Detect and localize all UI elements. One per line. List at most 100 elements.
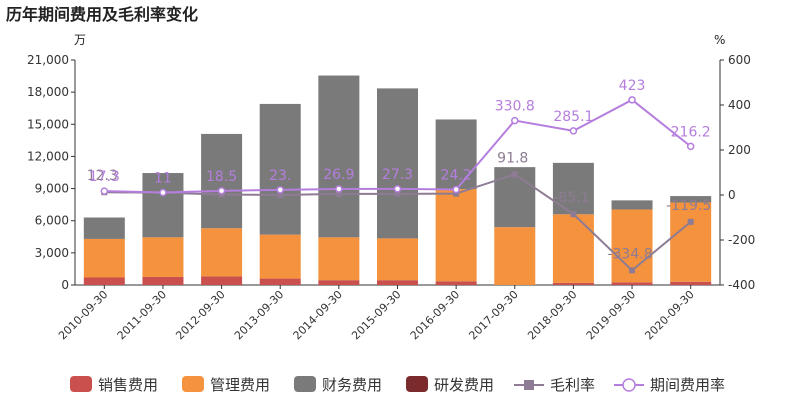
left-axis-unit: 万 — [74, 33, 86, 47]
bar-财务费用 — [552, 162, 594, 215]
right-axis-unit: % — [714, 33, 725, 47]
bar-管理费用 — [318, 237, 360, 281]
point-期间费用率 — [686, 142, 695, 151]
point-期间费用率 — [100, 187, 109, 195]
bar-销售费用 — [142, 276, 184, 285]
legend-swatch-研发费用 — [406, 376, 428, 392]
label-毛利率: -334.8 — [607, 246, 652, 262]
x-tick-label: 2012-09-30 — [173, 288, 227, 342]
x-tick-label: 2013-09-30 — [232, 288, 286, 342]
bar-管理费用 — [435, 189, 477, 282]
right-tick-label: 0 — [728, 188, 736, 202]
left-tick-label: 21,000 — [27, 53, 69, 67]
right-tick-label: -400 — [728, 278, 755, 292]
point-期间费用率 — [159, 188, 167, 197]
bar-销售费用 — [611, 282, 653, 285]
legend-swatch-销售费用 — [70, 376, 92, 392]
bar-管理费用 — [259, 234, 301, 279]
label-毛利率: 12.3 — [87, 168, 118, 184]
bar-管理费用 — [142, 237, 184, 277]
label-期间费用率: 17.3 — [89, 169, 120, 185]
legend-swatch-财务费用 — [294, 376, 316, 392]
legend-label-毛利率: 毛利率 — [550, 376, 595, 394]
point-毛利率 — [335, 190, 342, 197]
bar-财务费用 — [83, 217, 125, 239]
x-tick-label: 2014-09-30 — [291, 288, 345, 342]
bar-销售费用 — [552, 282, 594, 285]
bar-销售费用 — [201, 276, 243, 285]
label-期间费用率: 11 — [154, 171, 172, 187]
x-tick-label: 2018-09-30 — [525, 288, 579, 342]
label-期间费用率: 216.2 — [671, 124, 711, 140]
legend-label-管理费用: 管理费用 — [210, 376, 270, 394]
bar-管理费用 — [494, 227, 536, 285]
bar-销售费用 — [670, 281, 712, 285]
point-期间费用率 — [511, 116, 519, 125]
point-期间费用率 — [569, 127, 578, 135]
x-tick-label: 2020-09-30 — [642, 288, 696, 342]
point-毛利率 — [687, 218, 694, 225]
point-毛利率 — [511, 171, 518, 178]
label-期间费用率: 23. — [269, 168, 291, 184]
x-tick-label: 2011-09-30 — [115, 288, 169, 342]
bar-财务费用 — [318, 75, 360, 238]
point-期间费用率 — [217, 187, 226, 195]
right-tick-label: 600 — [728, 53, 751, 67]
label-毛利率: -119.5 — [666, 198, 711, 214]
point-期间费用率 — [628, 96, 636, 104]
bar-销售费用 — [377, 280, 418, 285]
x-tick-label: 2019-09-30 — [584, 288, 638, 342]
legend-label-销售费用: 销售费用 — [98, 376, 158, 394]
legend-label-期间费用率: 期间费用率 — [650, 376, 725, 394]
bar-销售费用 — [318, 280, 360, 285]
bar-财务费用 — [142, 173, 184, 238]
bar-销售费用 — [259, 278, 301, 285]
label-期间费用率: 24.2 — [441, 168, 472, 184]
point-毛利率 — [453, 190, 460, 197]
right-tick-label: 400 — [728, 98, 751, 112]
bar-销售费用 — [83, 277, 125, 285]
label-期间费用率: 285.1 — [553, 109, 593, 125]
bar-管理费用 — [377, 238, 418, 281]
bar-财务费用 — [670, 196, 712, 203]
label-期间费用率: 18.5 — [206, 169, 237, 185]
bar-财务费用 — [435, 119, 477, 190]
chart-title: 历年期间费用及毛利率变化 — [6, 5, 198, 24]
label-期间费用率: 27.3 — [382, 167, 413, 183]
right-tick-label: -200 — [728, 233, 755, 247]
bar-财务费用 — [259, 103, 301, 235]
point-毛利率 — [277, 192, 284, 198]
point-期间费用率 — [393, 185, 402, 193]
point-毛利率 — [629, 267, 636, 274]
left-tick-label: 3,000 — [35, 246, 69, 260]
bar-管理费用 — [552, 214, 594, 283]
label-毛利率: 91.8 — [497, 150, 528, 166]
left-tick-label: 15,000 — [27, 117, 69, 131]
x-tick-label: 2015-09-30 — [349, 288, 403, 342]
bar-财务费用 — [377, 88, 418, 239]
bar-管理费用 — [201, 228, 243, 277]
point-期间费用率 — [335, 185, 343, 193]
label-期间费用率: 423 — [619, 78, 646, 94]
bar-管理费用 — [670, 202, 712, 282]
point-毛利率 — [570, 211, 577, 218]
bar-销售费用 — [435, 281, 477, 285]
legend-marker-期间费用率 — [622, 378, 636, 392]
left-tick-label: 12,000 — [27, 149, 69, 163]
legend-marker-毛利率 — [524, 380, 534, 390]
right-tick-label: 200 — [728, 143, 751, 157]
point-期间费用率 — [452, 185, 460, 194]
legend-label-财务费用: 财务费用 — [322, 376, 382, 394]
left-tick-label: 9,000 — [35, 182, 69, 196]
left-tick-label: 18,000 — [27, 85, 69, 99]
bar-财务费用 — [611, 200, 653, 210]
bar-财务费用 — [201, 133, 243, 229]
x-tick-label: 2017-09-30 — [466, 288, 520, 342]
legend-swatch-管理费用 — [182, 376, 204, 392]
point-毛利率 — [394, 190, 401, 197]
label-期间费用率: 330.8 — [495, 99, 535, 115]
point-期间费用率 — [276, 186, 284, 194]
label-期间费用率: 26.9 — [323, 167, 354, 183]
